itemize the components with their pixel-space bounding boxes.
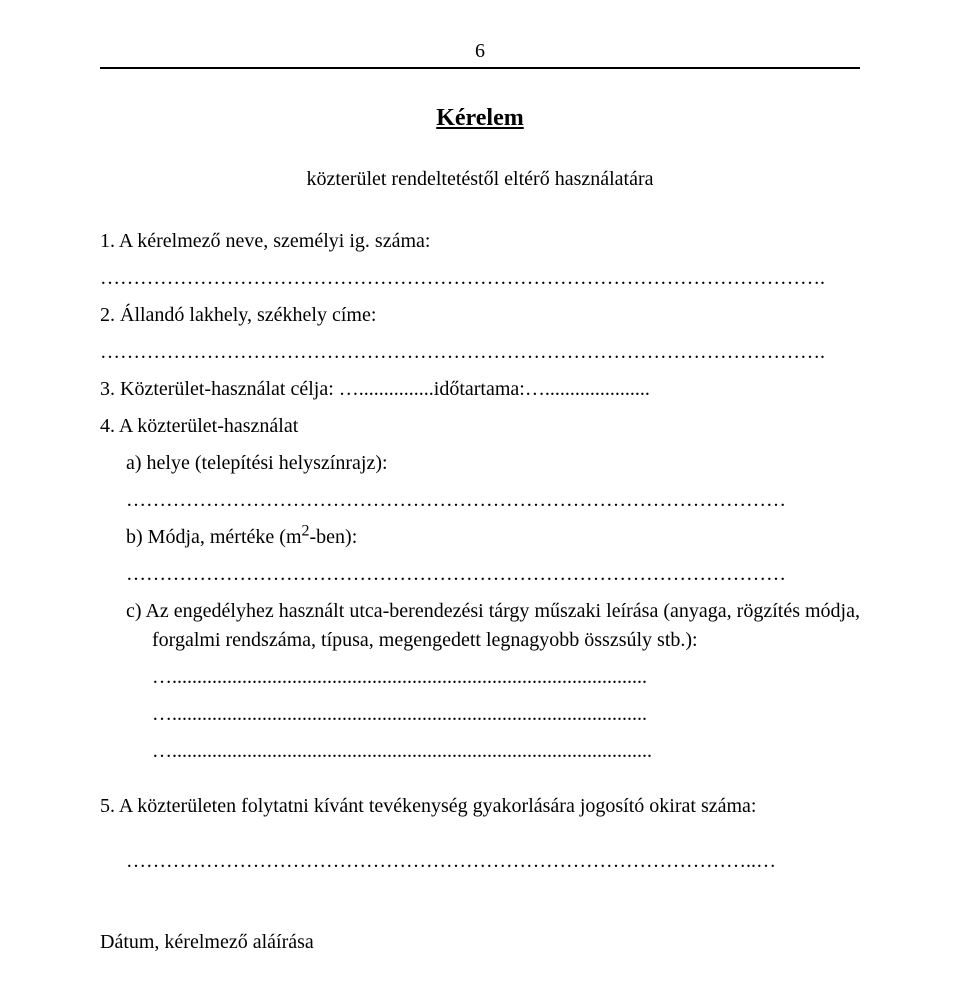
item-4c-blank-line-3: ….......................................… <box>100 737 860 766</box>
spacer <box>100 829 860 847</box>
item-1: 1. A kérelmező neve, személyi ig. száma: <box>100 227 860 256</box>
item-2: 2. Állandó lakhely, székhely címe: <box>100 301 860 330</box>
item-5: 5. A közterületen folytatni kívánt tevék… <box>100 792 860 821</box>
item-4b-pre: b) Módja, mértéke (m <box>126 526 302 548</box>
item-4b-post: -ben): <box>310 526 358 548</box>
item-4c-blank-line-1: ….......................................… <box>100 663 860 692</box>
footer-signature-line: Dátum, kérelmező aláírása <box>100 928 860 957</box>
item-4c-blank-line-2: ….......................................… <box>100 700 860 729</box>
item-3: 3. Közterület-használat célja: …........… <box>100 375 860 404</box>
item-4a-blank-line: ……………………………………………………………………………………… <box>100 486 860 515</box>
item-4b: b) Módja, mértéke (m2-ben): <box>100 523 860 552</box>
document-subtitle: közterület rendeltetéstől eltérő használ… <box>100 168 860 191</box>
page-number: 6 <box>100 40 860 63</box>
spacer <box>100 884 860 928</box>
item-4c: c) Az engedélyhez használt utca-berendez… <box>126 597 860 655</box>
item-1-blank-line: ………………………………………………………………………………………………. <box>100 264 860 293</box>
spacer <box>100 774 860 792</box>
item-4b-superscript: 2 <box>302 522 310 539</box>
document-title: Kérelem <box>100 105 860 132</box>
header-rule <box>100 67 860 69</box>
document-page: 6 Kérelem közterület rendeltetéstől elté… <box>0 0 960 1005</box>
item-4a: a) helye (telepítési helyszínrajz): <box>100 449 860 478</box>
item-2-blank-line: ………………………………………………………………………………………………. <box>100 338 860 367</box>
item-5-blank-line: …………………………………………………………………………………..… <box>100 847 860 876</box>
item-4: 4. A közterület-használat <box>100 412 860 441</box>
item-4b-blank-line: ……………………………………………………………………………………… <box>100 560 860 589</box>
